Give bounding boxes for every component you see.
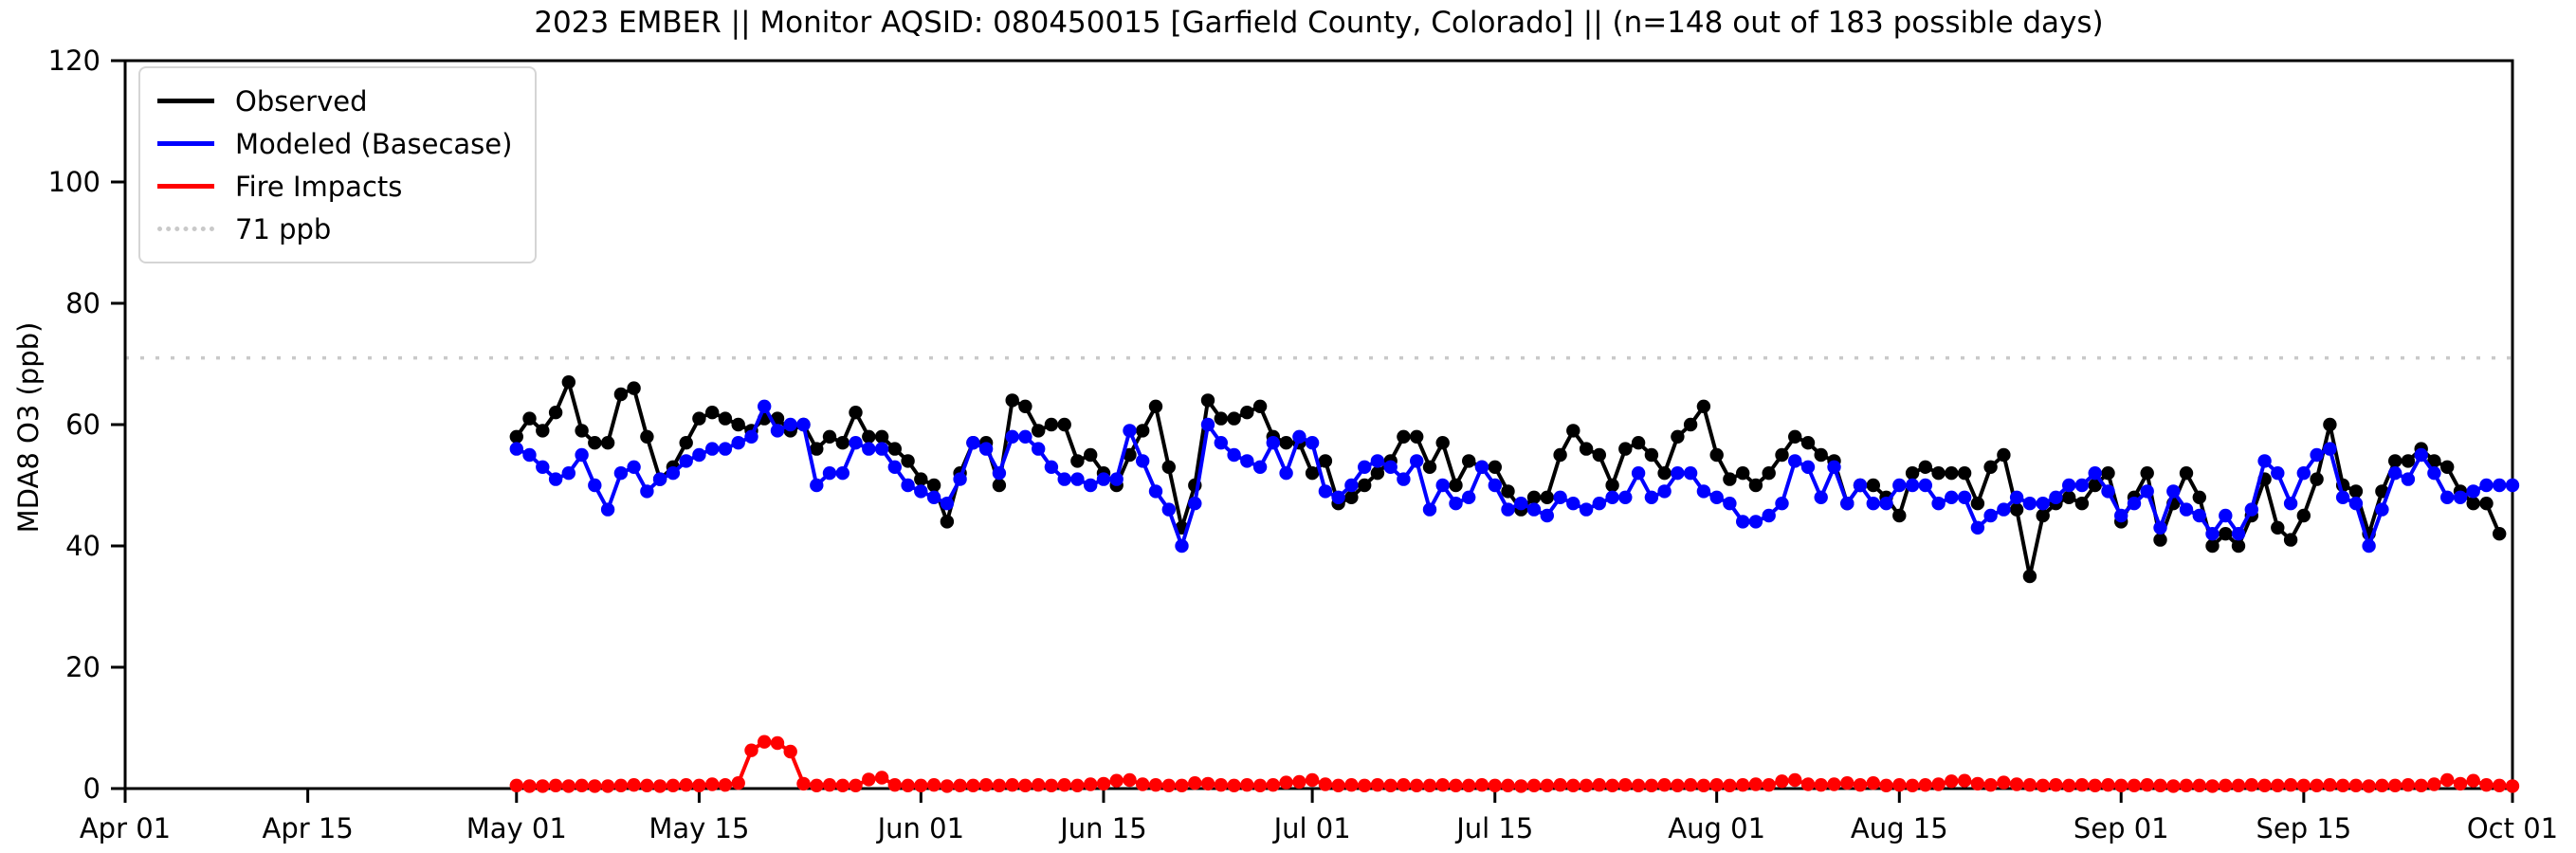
svg-text:60: 60 [65, 408, 100, 441]
y-axis-label: MDA8 O3 (ppb) [12, 321, 45, 534]
svg-text:May 15: May 15 [649, 812, 749, 844]
legend-item-threshold: 71 ppb [157, 208, 512, 250]
svg-text:Jul 15: Jul 15 [1454, 812, 1533, 844]
legend-label-fire: Fire Impacts [235, 170, 403, 203]
modeled-line-icon [157, 141, 214, 146]
svg-text:120: 120 [48, 45, 100, 77]
svg-text:0: 0 [83, 772, 100, 805]
svg-text:Jun 15: Jun 15 [1058, 812, 1146, 844]
legend-label-modeled: Modeled (Basecase) [235, 127, 513, 160]
chart-title: 2023 EMBER || Monitor AQSID: 080450015 [… [534, 6, 2104, 40]
svg-text:Jul 01: Jul 01 [1272, 812, 1351, 844]
svg-text:Aug 15: Aug 15 [1851, 812, 1948, 844]
fire-line-icon [157, 184, 214, 189]
svg-text:Sep 15: Sep 15 [2256, 812, 2351, 844]
legend-item-observed: Observed [157, 80, 512, 122]
svg-text:Oct 01: Oct 01 [2467, 812, 2558, 844]
legend-label-threshold: 71 ppb [235, 212, 332, 245]
svg-text:Jun 01: Jun 01 [876, 812, 964, 844]
legend: Observed Modeled (Basecase) Fire Impacts… [138, 66, 538, 263]
threshold-dotted-line-icon [157, 227, 214, 231]
svg-text:Apr 15: Apr 15 [262, 812, 353, 844]
legend-item-modeled: Modeled (Basecase) [157, 122, 512, 165]
svg-text:May 01: May 01 [466, 812, 567, 844]
svg-text:Apr 01: Apr 01 [80, 812, 171, 844]
svg-text:40: 40 [65, 530, 100, 562]
svg-text:100: 100 [48, 166, 100, 198]
svg-text:80: 80 [65, 287, 100, 319]
legend-label-observed: Observed [235, 84, 368, 118]
svg-text:Aug 01: Aug 01 [1668, 812, 1765, 844]
svg-text:20: 20 [65, 651, 100, 683]
svg-text:Sep 01: Sep 01 [2074, 812, 2169, 844]
observed-line-icon [157, 99, 214, 103]
legend-item-fire: Fire Impacts [157, 165, 512, 208]
